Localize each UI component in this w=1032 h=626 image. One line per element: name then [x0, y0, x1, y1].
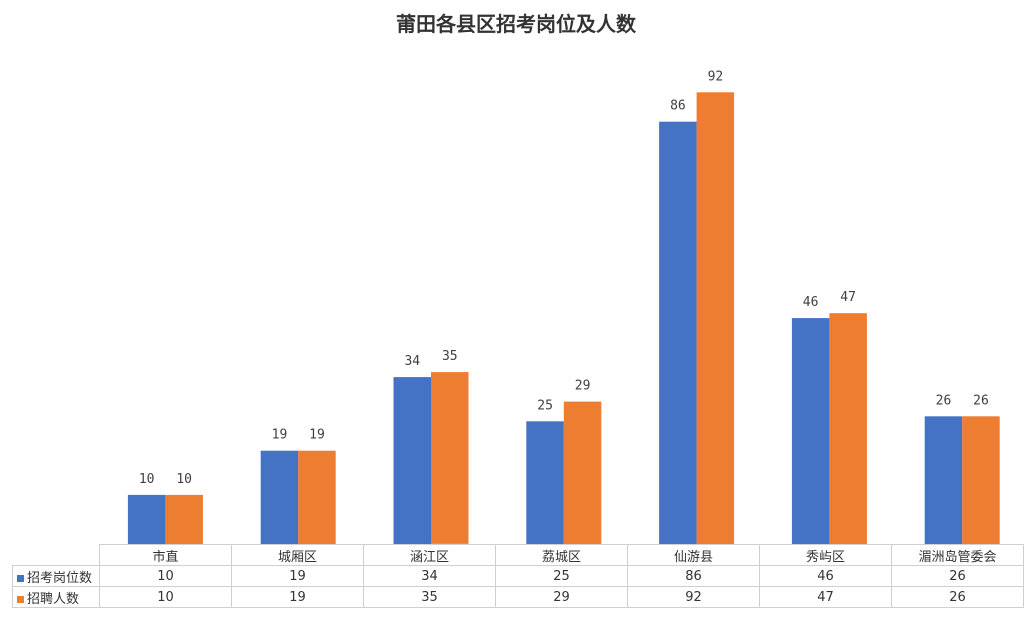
data-label: 86: [670, 99, 686, 114]
table-header-cell: 城厢区: [231, 544, 364, 566]
table-cell: 35: [363, 586, 496, 608]
table-cell: 29: [495, 586, 628, 608]
bar-series-1: [393, 377, 431, 544]
legend-item-series-1: 招考岗位数: [12, 565, 100, 587]
bar-series-2: [298, 450, 336, 544]
bar-series-1: [791, 318, 830, 544]
data-table: 市直 城厢区 涵江区 荔城区 仙游县 秀屿区 湄洲岛管委会 招考岗位数 10 1…: [12, 544, 1024, 608]
table-header-cell: 涵江区: [363, 544, 496, 566]
table-cell: 25: [495, 565, 628, 587]
bar-series-2: [431, 372, 469, 544]
table-cell: 19: [231, 586, 364, 608]
data-label: 19: [309, 428, 325, 443]
data-label: 47: [840, 290, 856, 305]
data-label: 26: [973, 393, 989, 408]
table-cell: 26: [891, 586, 1024, 608]
table-cell: 26: [891, 565, 1024, 587]
data-label: 92: [708, 69, 724, 84]
table-cell: 10: [99, 586, 232, 608]
chart-title: 莆田各县区招考岗位及人数: [396, 12, 636, 36]
bar-series-2: [829, 313, 867, 544]
table-header-cell: 湄洲岛管委会: [891, 544, 1024, 566]
data-label: 19: [272, 428, 288, 443]
table-header-cell: 市直: [99, 544, 232, 566]
data-label: 29: [575, 379, 591, 394]
table-cell: 47: [759, 586, 892, 608]
table-corner: [12, 544, 100, 566]
table-cell: 10: [99, 565, 232, 587]
bar-series-1: [127, 494, 166, 544]
table-header-cell: 荔城区: [495, 544, 628, 566]
legend-label: 招考岗位数: [27, 570, 93, 586]
data-label: 10: [139, 472, 155, 487]
legend-label: 招聘人数: [27, 591, 80, 607]
data-label: 26: [936, 393, 952, 408]
data-label: 46: [803, 295, 819, 310]
table-row: 招聘人数 10 19 35 29 92 47 26: [12, 586, 1024, 608]
table-header-row: 市直 城厢区 涵江区 荔城区 仙游县 秀屿区 湄洲岛管委会: [12, 544, 1024, 566]
table-cell: 92: [627, 586, 760, 608]
bar-series-2: [165, 494, 203, 544]
bar-series-2: [696, 92, 735, 544]
data-label: 35: [442, 349, 458, 364]
table-cell: 46: [759, 565, 892, 587]
bar-series-1: [924, 416, 963, 544]
table-cell: 19: [231, 565, 364, 587]
data-label: 25: [537, 398, 553, 413]
bar-series-1: [659, 121, 697, 544]
legend-swatch-blue: [17, 574, 24, 582]
legend-swatch-orange: [17, 595, 24, 603]
bar-series-1: [526, 421, 564, 544]
bar-series-1: [260, 450, 299, 544]
bar-chart-plot: 10 10 19 19 34 35 25 29 86 92 46 47 26 26: [127, 69, 1000, 544]
bar-series-2: [563, 401, 602, 544]
data-label: 10: [176, 472, 192, 487]
table-header-cell: 仙游县: [627, 544, 760, 566]
legend-item-series-2: 招聘人数: [12, 586, 100, 608]
data-label: 34: [404, 354, 420, 369]
bar-series-2: [962, 416, 1000, 544]
table-cell: 34: [363, 565, 496, 587]
table-cell: 86: [627, 565, 760, 587]
table-row: 招考岗位数 10 19 34 25 86 46 26: [12, 565, 1024, 587]
table-header-cell: 秀屿区: [759, 544, 892, 566]
